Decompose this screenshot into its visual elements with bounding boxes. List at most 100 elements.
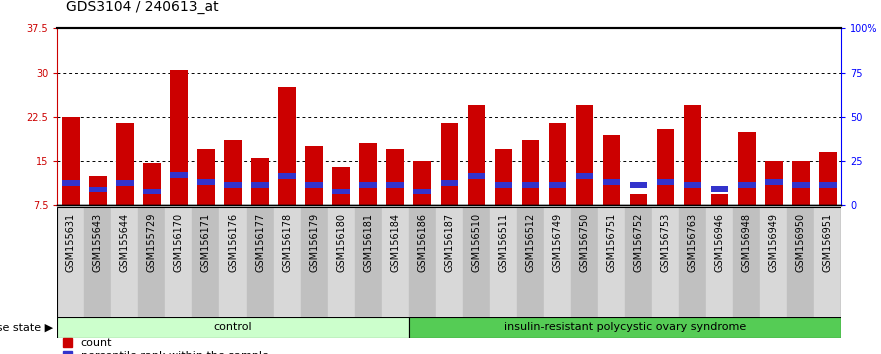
Bar — [197, 179, 215, 185]
Bar — [116, 123, 134, 205]
Bar — [381, 207, 409, 322]
Bar — [819, 152, 837, 205]
Bar — [251, 158, 269, 205]
Text: GSM156176: GSM156176 — [228, 213, 238, 272]
Text: GSM156170: GSM156170 — [174, 213, 184, 272]
Bar — [219, 207, 247, 322]
Bar — [89, 176, 107, 205]
Bar — [494, 149, 512, 205]
Bar — [413, 161, 431, 205]
Bar — [440, 123, 458, 205]
Bar — [116, 180, 134, 186]
Bar — [788, 207, 814, 322]
Bar — [494, 182, 512, 188]
Bar — [409, 207, 436, 322]
Bar — [387, 149, 404, 205]
Text: GDS3104 / 240613_at: GDS3104 / 240613_at — [66, 0, 218, 14]
Bar — [657, 129, 674, 205]
Text: control: control — [214, 322, 252, 332]
Text: GSM156184: GSM156184 — [390, 213, 400, 272]
Bar — [738, 132, 756, 205]
Text: GSM155643: GSM155643 — [93, 213, 103, 272]
Bar — [57, 207, 85, 322]
Bar — [468, 105, 485, 205]
Bar — [707, 207, 733, 322]
Bar — [711, 194, 729, 205]
Bar — [819, 182, 837, 188]
Bar — [89, 187, 107, 192]
Text: GSM156179: GSM156179 — [309, 213, 319, 272]
Bar — [575, 173, 593, 179]
Bar — [197, 149, 215, 205]
Bar — [630, 194, 648, 205]
Bar — [603, 179, 620, 185]
Bar — [170, 172, 188, 178]
Bar — [440, 180, 458, 186]
Bar — [278, 87, 296, 205]
Bar — [575, 105, 593, 205]
Bar — [225, 182, 241, 188]
Bar — [468, 173, 485, 179]
Bar — [62, 117, 79, 205]
Bar — [170, 70, 188, 205]
Bar — [413, 189, 431, 194]
Text: GSM156751: GSM156751 — [606, 213, 617, 272]
Bar — [571, 207, 598, 322]
Text: GSM156186: GSM156186 — [418, 213, 427, 272]
Text: GSM156946: GSM156946 — [714, 213, 725, 272]
Bar — [359, 143, 377, 205]
Bar — [62, 180, 79, 186]
Bar — [387, 182, 404, 188]
Bar — [355, 207, 381, 322]
Bar — [765, 179, 782, 185]
Text: GSM156178: GSM156178 — [282, 213, 292, 272]
Bar — [300, 207, 328, 322]
Text: GSM156181: GSM156181 — [363, 213, 374, 272]
Bar — [192, 207, 219, 322]
Bar — [328, 207, 355, 322]
Text: GSM156177: GSM156177 — [255, 213, 265, 272]
Text: GSM156512: GSM156512 — [525, 213, 536, 272]
Bar — [166, 207, 192, 322]
Bar — [522, 141, 539, 205]
Text: GSM155729: GSM155729 — [147, 213, 157, 272]
Text: GSM156749: GSM156749 — [552, 213, 562, 272]
Bar — [247, 207, 274, 322]
Text: GSM156753: GSM156753 — [661, 213, 670, 272]
Bar — [278, 173, 296, 179]
Text: disease state ▶: disease state ▶ — [0, 322, 53, 332]
Text: GSM156510: GSM156510 — [471, 213, 481, 272]
Bar — [490, 207, 517, 322]
Bar — [733, 207, 760, 322]
Bar — [652, 207, 679, 322]
Bar — [522, 182, 539, 188]
Bar — [143, 163, 160, 205]
Bar — [625, 207, 652, 322]
Bar — [814, 207, 841, 322]
Bar — [359, 182, 377, 188]
Text: GSM156511: GSM156511 — [499, 213, 508, 272]
Bar — [792, 161, 810, 205]
Bar — [679, 207, 707, 322]
Text: GSM155631: GSM155631 — [66, 213, 76, 272]
Text: GSM156951: GSM156951 — [823, 213, 833, 272]
Bar — [463, 207, 490, 322]
Bar — [657, 179, 674, 185]
Bar — [603, 135, 620, 205]
Text: GSM156187: GSM156187 — [444, 213, 455, 272]
Bar — [332, 167, 350, 205]
Text: insulin-resistant polycystic ovary syndrome: insulin-resistant polycystic ovary syndr… — [504, 322, 746, 332]
Text: GSM156171: GSM156171 — [201, 213, 211, 272]
Bar — [549, 182, 566, 188]
Text: GSM156950: GSM156950 — [796, 213, 806, 272]
Bar — [251, 182, 269, 188]
Bar — [436, 207, 463, 322]
Bar — [306, 182, 323, 188]
Bar — [544, 207, 571, 322]
Text: GSM156949: GSM156949 — [769, 213, 779, 272]
Text: GSM156763: GSM156763 — [688, 213, 698, 272]
Text: GSM156180: GSM156180 — [337, 213, 346, 272]
Bar — [111, 207, 138, 322]
Bar — [138, 207, 166, 322]
Bar — [225, 141, 241, 205]
